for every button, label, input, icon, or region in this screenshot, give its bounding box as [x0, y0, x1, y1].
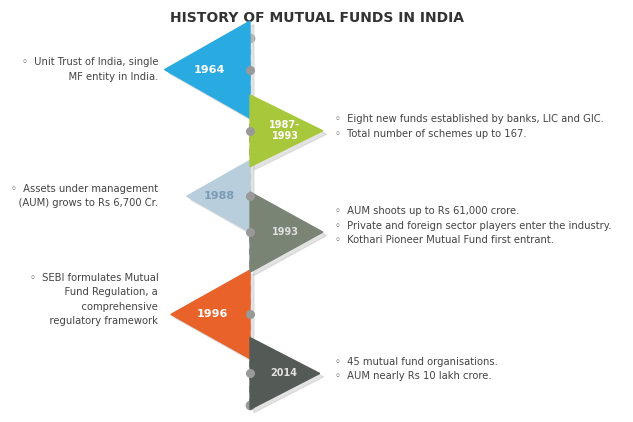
Polygon shape — [171, 270, 250, 359]
Polygon shape — [254, 195, 327, 276]
Text: 1987-
1993: 1987- 1993 — [270, 120, 301, 141]
Text: 1993: 1993 — [272, 227, 299, 237]
Text: ◦  AUM shoots up to Rs 61,000 crore.
◦  Private and foreign sector players enter: ◦ AUM shoots up to Rs 61,000 crore. ◦ Pr… — [335, 206, 612, 245]
Polygon shape — [165, 21, 250, 118]
Text: ◦  45 mutual fund organisations.
◦  AUM nearly Rs 10 lakh crore.: ◦ 45 mutual fund organisations. ◦ AUM ne… — [335, 357, 498, 381]
Text: ◦  Eight new funds established by banks, LIC and GIC.
◦  Total number of schemes: ◦ Eight new funds established by banks, … — [335, 114, 605, 139]
Polygon shape — [250, 192, 323, 272]
Polygon shape — [254, 341, 323, 413]
Text: 1964: 1964 — [193, 65, 225, 75]
Text: 1988: 1988 — [204, 191, 235, 201]
Polygon shape — [254, 98, 327, 170]
Polygon shape — [250, 95, 323, 167]
Text: ◦  Assets under management
    (AUM) grows to Rs 6,700 Cr.: ◦ Assets under management (AUM) grows to… — [6, 184, 158, 208]
Polygon shape — [187, 160, 250, 232]
Polygon shape — [175, 273, 254, 362]
Polygon shape — [250, 338, 320, 409]
Polygon shape — [168, 24, 254, 122]
Text: 1996: 1996 — [196, 309, 228, 319]
Text: ◦  SEBI formulates Mutual
    Fund Regulation, a
    comprehensive
    regulator: ◦ SEBI formulates Mutual Fund Regulation… — [30, 273, 158, 326]
Text: ◦  Unit Trust of India, single
    MF entity in India.: ◦ Unit Trust of India, single MF entity … — [22, 57, 158, 82]
Polygon shape — [191, 164, 254, 235]
Text: HISTORY OF MUTUAL FUNDS IN INDIA: HISTORY OF MUTUAL FUNDS IN INDIA — [170, 11, 463, 24]
Text: 2014: 2014 — [270, 368, 297, 379]
